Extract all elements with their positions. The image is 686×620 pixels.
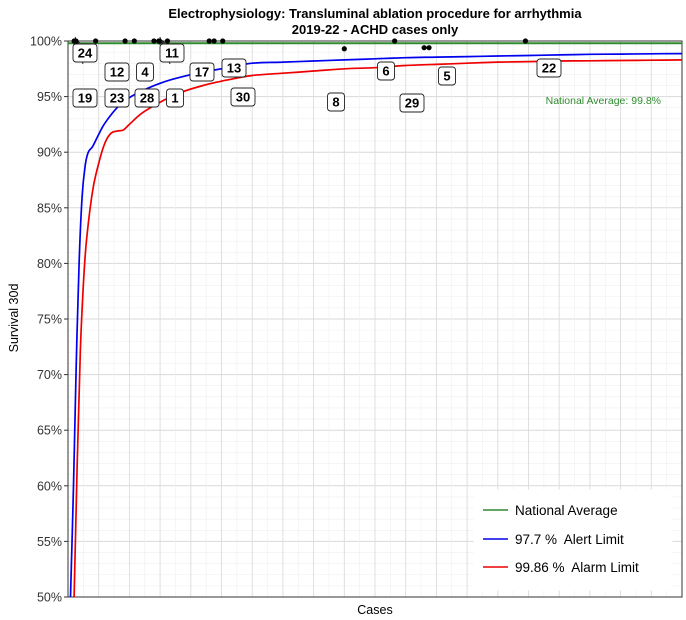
legend-label-alarm-limit: 99.86 % Alarm Limit [515,560,639,575]
point-label: 19 [78,91,92,106]
point-label-box [189,62,215,82]
data-point [93,38,99,44]
data-point [341,46,347,52]
data-point [164,38,171,44]
point-label: 28 [140,91,154,106]
data-point-group: 6 [377,38,398,81]
point-label: 12 [110,65,124,80]
point-label: 30 [236,90,250,105]
data-point [206,38,212,44]
y-tick-label: 90% [37,146,62,160]
data-point-group: 4 [131,38,154,82]
point-label-box [327,92,345,112]
data-point [151,38,157,44]
y-tick-label: 50% [37,591,62,605]
point-label: 13 [227,61,241,76]
point-label: 29 [405,96,419,111]
data-point [73,38,79,44]
data-point-group: 11 [156,36,185,65]
point-label-box [159,43,185,63]
x-axis-label: Cases [357,603,392,617]
y-tick-label: 100% [30,35,62,49]
data-point-group: 1 [164,38,184,108]
data-point [522,38,529,44]
chart-subtitle: 2019-22 - ACHD cases only [292,22,459,37]
y-tick-label: 60% [37,479,62,493]
point-label-box [166,88,184,108]
y-axis-label: Survival 30d [7,284,21,353]
y-tick-label: 65% [37,424,62,438]
point-label-box [377,61,395,81]
point-label-box [438,66,456,86]
point-label: 5 [443,69,450,84]
y-axis-ticks: 50% 55% 60% 65% 70% 75% 80% 85% 90% 95% 100% [30,35,68,605]
y-tick-label: 80% [37,257,62,271]
data-point-group: 8 [327,46,347,112]
data-point [392,38,398,44]
point-label-box [104,62,130,82]
data-point [122,38,128,44]
data-point-group: 29 [399,45,427,113]
y-tick-label: 95% [37,90,62,104]
point-label: 1 [171,91,178,106]
legend-background [473,489,673,591]
legend: National Average 97.7 % Alert Limit 99.8… [473,489,673,591]
data-point-group: 17 [189,38,215,82]
point-label: 4 [141,65,149,80]
data-point [156,38,162,44]
point-label-box [72,43,98,63]
point-label: 17 [195,65,209,80]
point-label: 6 [382,64,389,79]
data-point-group: 13 [220,38,247,78]
data-point-group: 19 [72,38,98,108]
data-point-group: 23 [104,38,130,108]
y-tick-label: 70% [37,368,62,382]
point-label: 8 [332,95,339,110]
point-label-box [104,88,130,108]
y-tick-label: 75% [37,313,62,327]
point-label: 11 [165,46,179,61]
plot-panel-border [67,40,683,598]
point-label: 24 [78,46,93,61]
point-label-box [399,93,425,113]
point-label-box [230,87,256,107]
point-label-box [136,62,154,82]
data-point-group: 22 [522,38,562,78]
data-point-group: 28 [134,38,160,108]
data-point-group: 24 [71,36,98,65]
point-label-box [72,88,98,108]
point-label: 22 [542,61,556,76]
point-label-box [536,58,562,78]
point-label: 23 [110,91,124,106]
chart-title: Electrophysiology: Transluminal ablation… [168,6,582,21]
data-point [426,45,432,51]
point-label-box [221,58,247,78]
y-tick-label: 55% [37,535,62,549]
data-point [220,38,226,44]
alarm-limit-line [73,59,683,598]
data-point [421,45,427,51]
data-point-group: 5 [426,45,456,86]
legend-label-alert-limit: 97.7 % Alert Limit [515,532,624,547]
data-point-group: 12 [93,38,130,82]
data-point-group: 30 [211,38,256,107]
point-label-box [134,88,160,108]
national-average-annotation: National Average: 99.8% [546,95,661,107]
y-tick-label: 85% [37,201,62,215]
data-point [211,38,217,44]
legend-label-national-average: National Average [515,503,618,518]
data-point [131,38,137,44]
